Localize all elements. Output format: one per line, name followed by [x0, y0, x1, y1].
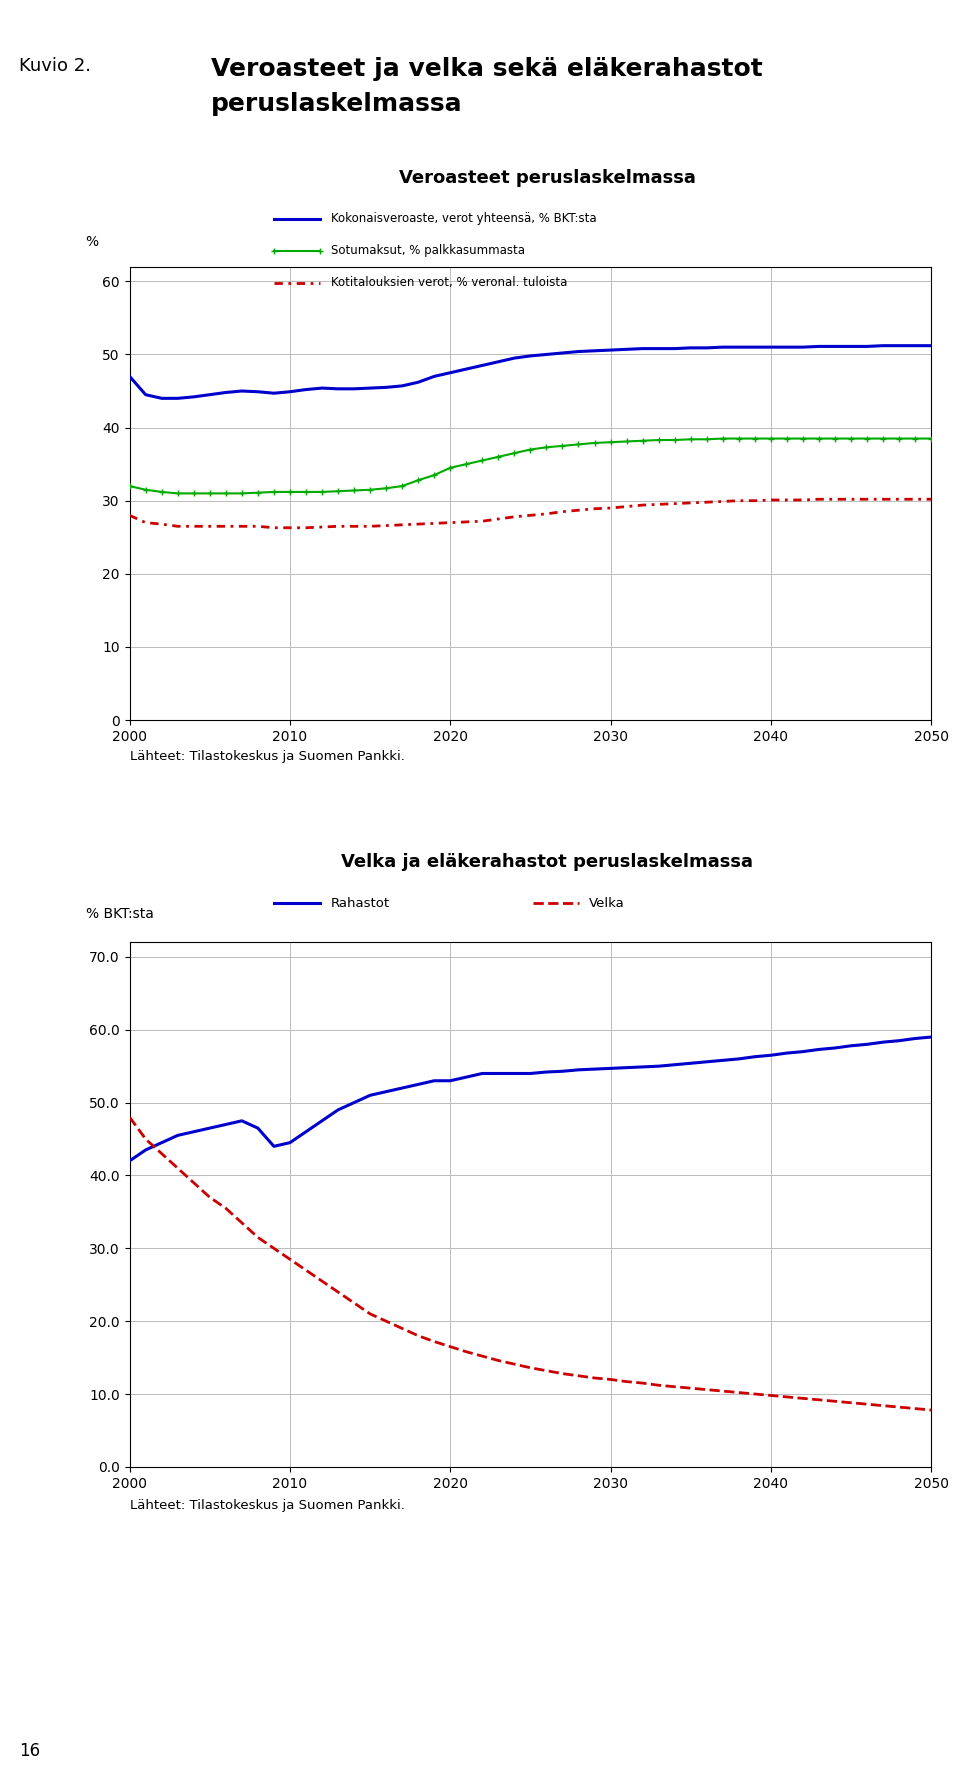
Text: Kokonaisveroaste, verot yhteensä, % BKT:sta: Kokonaisveroaste, verot yhteensä, % BKT:…: [331, 212, 597, 226]
Text: Velka ja eläkerahastot peruslaskelmassa: Velka ja eläkerahastot peruslaskelmassa: [341, 853, 754, 871]
Text: Rahastot: Rahastot: [331, 896, 391, 910]
Text: % BKT:sta: % BKT:sta: [85, 907, 154, 921]
Text: 16: 16: [19, 1742, 40, 1760]
Text: %: %: [85, 235, 99, 249]
Text: Lähteet: Tilastokeskus ja Suomen Pankki.: Lähteet: Tilastokeskus ja Suomen Pankki.: [130, 1499, 404, 1511]
Text: peruslaskelmassa: peruslaskelmassa: [211, 92, 463, 116]
Text: Lähteet: Tilastokeskus ja Suomen Pankki.: Lähteet: Tilastokeskus ja Suomen Pankki.: [130, 750, 404, 763]
Text: Kuvio 2.: Kuvio 2.: [19, 57, 91, 75]
Text: Veroasteet peruslaskelmassa: Veroasteet peruslaskelmassa: [398, 169, 696, 187]
Text: Kotitalouksien verot, % veronal. tuloista: Kotitalouksien verot, % veronal. tuloist…: [331, 276, 567, 290]
Text: Sotumaksut, % palkkasummasta: Sotumaksut, % palkkasummasta: [331, 244, 525, 258]
Text: Velka: Velka: [588, 896, 624, 910]
Text: Veroasteet ja velka sekä eläkerahastot: Veroasteet ja velka sekä eläkerahastot: [211, 57, 763, 80]
